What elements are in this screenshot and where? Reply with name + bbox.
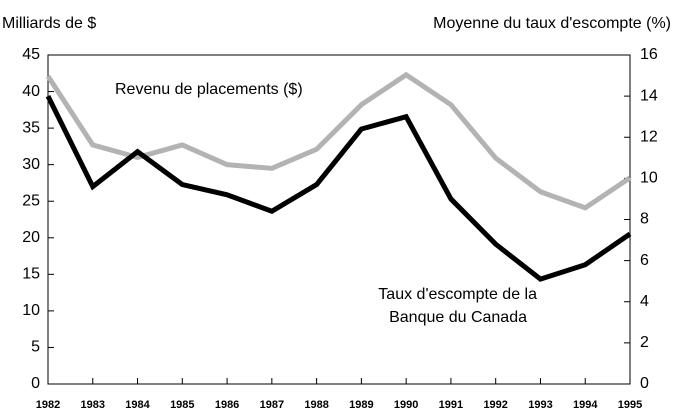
y2-tick-label: 0 [640, 375, 649, 392]
x-tick-label: 1983 [81, 399, 105, 411]
x-tick-label: 1984 [125, 399, 150, 411]
y-tick-label: 35 [22, 119, 40, 136]
y-tick-label: 40 [22, 83, 40, 100]
x-tick-label: 1988 [304, 399, 328, 411]
annotation: Taux d'escompte de la [378, 286, 537, 303]
x-tick-label: 1992 [483, 399, 507, 411]
y2-tick-label: 10 [640, 170, 658, 187]
annotation: Banque du Canada [389, 309, 527, 326]
x-tick-label: 1985 [170, 399, 194, 411]
y2-tick-label: 12 [640, 128, 658, 145]
x-tick-label: 1995 [618, 399, 642, 411]
x-tick-label: 1989 [349, 399, 373, 411]
series-line [45, 95, 632, 282]
y2-tick-label: 8 [640, 211, 649, 228]
y2-tick-label: 2 [640, 334, 649, 351]
x-tick-label: 1994 [573, 399, 598, 411]
y-axis-title: Milliards de $ [2, 15, 96, 32]
y-tick-label: 45 [22, 46, 40, 63]
annotation: Revenu de placements ($) [115, 81, 303, 98]
y-tick-label: 25 [22, 192, 40, 209]
x-tick-label: 1982 [36, 399, 60, 411]
y2-axis-title: Moyenne du taux d'escompte (%) [433, 15, 671, 32]
y-tick-label: 20 [22, 229, 40, 246]
x-tick-label: 1986 [215, 399, 239, 411]
x-tick-label: 1991 [439, 399, 463, 411]
y-tick-label: 5 [31, 339, 40, 356]
y-tick-label: 15 [22, 266, 40, 283]
y-tick-label: 0 [31, 375, 40, 392]
y2-tick-label: 6 [640, 252, 649, 269]
y-tick-label: 10 [22, 302, 40, 319]
x-tick-label: 1987 [260, 399, 284, 411]
y2-tick-label: 16 [640, 46, 658, 63]
x-tick-label: 1993 [528, 399, 552, 411]
y-tick-label: 30 [22, 156, 40, 173]
y2-tick-label: 4 [640, 293, 649, 310]
y2-tick-label: 14 [640, 87, 658, 104]
plot-frame [47, 54, 631, 385]
x-tick-label: 1990 [394, 399, 418, 411]
